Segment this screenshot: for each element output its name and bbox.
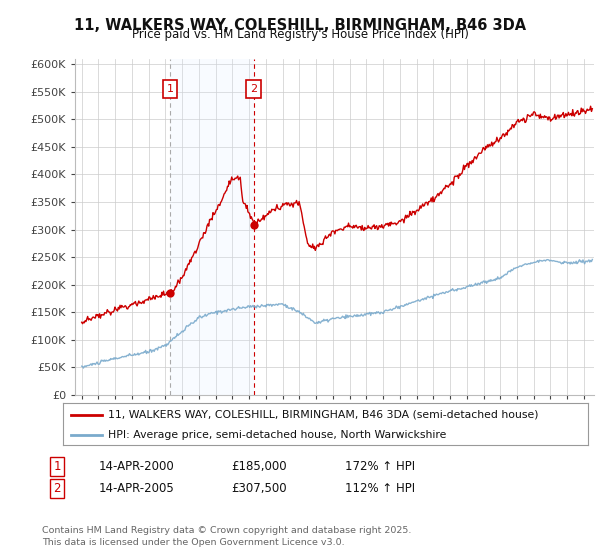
Bar	[170, 59, 254, 395]
Text: Contains HM Land Registry data © Crown copyright and database right 2025.
This d: Contains HM Land Registry data © Crown c…	[42, 526, 412, 547]
Text: 11, WALKERS WAY, COLESHILL, BIRMINGHAM, B46 3DA: 11, WALKERS WAY, COLESHILL, BIRMINGHAM, …	[74, 18, 526, 33]
Text: 14-APR-2005: 14-APR-2005	[99, 482, 175, 495]
Text: Price paid vs. HM Land Registry's House Price Index (HPI): Price paid vs. HM Land Registry's House …	[131, 28, 469, 41]
Text: £307,500: £307,500	[231, 482, 287, 495]
Text: £185,000: £185,000	[231, 460, 287, 473]
Text: 11, WALKERS WAY, COLESHILL, BIRMINGHAM, B46 3DA (semi-detached house): 11, WALKERS WAY, COLESHILL, BIRMINGHAM, …	[107, 409, 538, 419]
Text: 14-APR-2000: 14-APR-2000	[99, 460, 175, 473]
Text: 2: 2	[53, 482, 61, 495]
Text: HPI: Average price, semi-detached house, North Warwickshire: HPI: Average price, semi-detached house,…	[107, 430, 446, 440]
Text: 172% ↑ HPI: 172% ↑ HPI	[345, 460, 415, 473]
Text: 1: 1	[53, 460, 61, 473]
Text: 2: 2	[250, 84, 257, 94]
Text: 112% ↑ HPI: 112% ↑ HPI	[345, 482, 415, 495]
Text: 1: 1	[167, 84, 173, 94]
